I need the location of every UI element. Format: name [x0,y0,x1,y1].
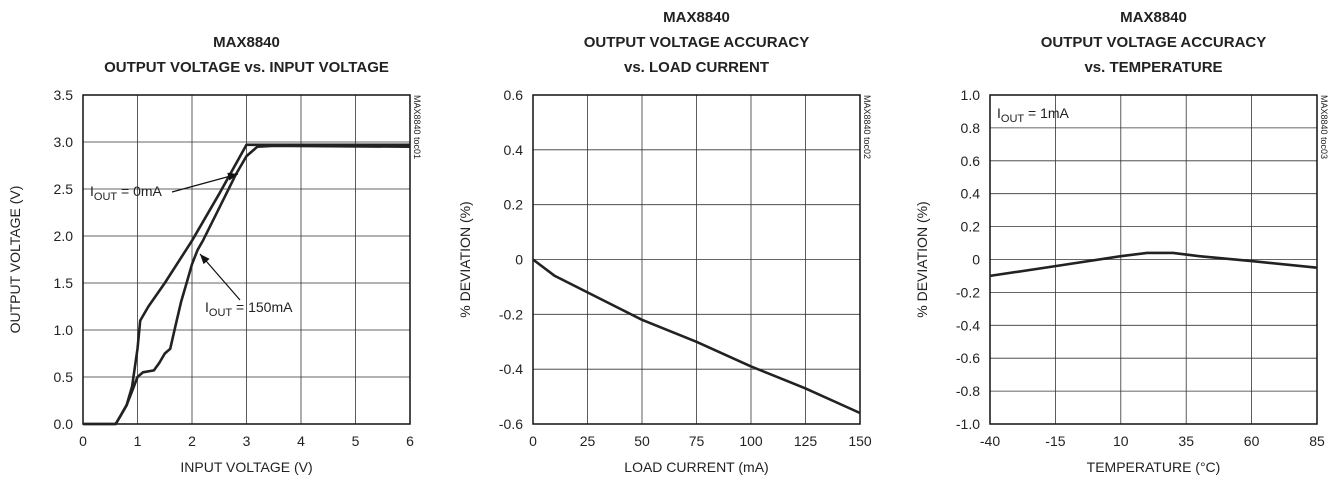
y-axis-label: % DEVIATION (%) [914,201,930,317]
y-tick-label: 1.0 [961,87,981,103]
arrow-head [227,172,238,181]
side-label: MAX8840 toc02 [862,95,872,159]
x-tick-label: 35 [1178,433,1194,449]
data-line [83,144,411,426]
annotation-text: I [90,183,94,199]
y-axis-label: OUTPUT VOLTAGE (V) [7,186,23,334]
x-tick-label: 0 [79,433,87,449]
annotation-text: = 1mA [1024,105,1069,121]
y-axis-label: % DEVIATION (%) [457,201,473,317]
x-tick-label: 6 [406,433,414,449]
x-tick-label: 4 [297,433,305,449]
x-tick-label: -15 [1045,433,1065,449]
y-tick-label: -0.6 [499,416,523,432]
y-tick-label: 2.5 [54,181,74,197]
chart-title: MAX8840 [1120,9,1187,26]
y-tick-label: 0.4 [961,186,981,202]
x-tick-label: 3 [243,433,251,449]
y-tick-label: 0.5 [54,369,74,385]
annotation-text: = 0mA [117,183,162,199]
x-tick-label: 75 [689,433,705,449]
x-axis-label: TEMPERATURE (°C) [1087,459,1221,475]
arrow-head [200,254,210,265]
x-tick-label: 1 [134,433,142,449]
x-tick-label: 25 [580,433,596,449]
x-tick-label: 5 [352,433,360,449]
chart-title: vs. TEMPERATURE [1084,59,1222,76]
y-tick-label: 0.2 [961,219,981,235]
y-tick-label: 3.0 [54,134,74,150]
plot-frame [989,94,1318,425]
x-tick-label: 85 [1309,433,1325,449]
plot-frame [82,94,411,425]
y-tick-label: -1.0 [956,416,980,432]
y-tick-label: 2.0 [54,228,74,244]
annotation-text: = 150mA [232,299,293,315]
x-axis-label: INPUT VOLTAGE (V) [180,459,312,475]
annotation-arrow [171,173,239,193]
y-tick-label: 0.4 [504,142,524,158]
x-tick-label: 100 [739,433,763,449]
x-tick-label: 10 [1113,433,1129,449]
annotation-sub: OUT [94,191,118,203]
y-tick-label: 3.5 [54,87,74,103]
annotation-text: I [205,299,209,315]
chart-title: OUTPUT VOLTAGE vs. INPUT VOLTAGE [104,59,389,76]
annotation: IOUT = 1mA [997,105,1070,125]
x-tick-label: 0 [529,433,537,449]
chart-title: MAX8840 [213,34,280,51]
y-tick-label: 1.0 [54,322,74,338]
y-tick-label: 0 [972,252,980,268]
annotation-sub: OUT [1001,113,1025,125]
chart-title: MAX8840 [663,9,730,26]
y-tick-label: 0.8 [961,120,981,136]
annotation-text: I [997,105,1001,121]
y-tick-label: -0.8 [956,383,980,399]
y-tick-label: -0.2 [956,284,980,300]
y-tick-label: -0.4 [956,317,980,333]
x-axis-label: LOAD CURRENT (mA) [624,459,768,475]
chart-title: OUTPUT VOLTAGE ACCURACY [1041,34,1267,51]
y-tick-label: 0.2 [504,197,524,213]
side-label: MAX8840 toc01 [412,95,422,159]
x-tick-label: 125 [794,433,818,449]
chart-title: OUTPUT VOLTAGE ACCURACY [584,34,810,51]
side-label: MAX8840 toc03 [1319,95,1329,159]
data-line [532,258,861,415]
y-tick-label: 0.0 [54,416,74,432]
y-tick-label: 1.5 [54,275,74,291]
data-line [989,251,1318,278]
y-tick-label: -0.4 [499,361,523,377]
x-tick-label: 2 [188,433,196,449]
y-tick-label: -0.6 [956,350,980,366]
y-tick-label: -0.2 [499,306,523,322]
annotation: IOUT = 150mA [205,299,293,319]
chart-title: vs. LOAD CURRENT [624,59,769,76]
annotation: IOUT = 0mA [90,183,163,203]
x-tick-label: 60 [1244,433,1260,449]
y-tick-label: 0 [515,252,523,268]
y-tick-label: 0.6 [961,153,981,169]
y-tick-label: 0.6 [504,87,524,103]
x-tick-label: -40 [980,433,1000,449]
annotation-sub: OUT [209,307,233,319]
x-tick-label: 50 [634,433,650,449]
x-tick-label: 150 [848,433,872,449]
annotation-arrow [199,253,241,301]
